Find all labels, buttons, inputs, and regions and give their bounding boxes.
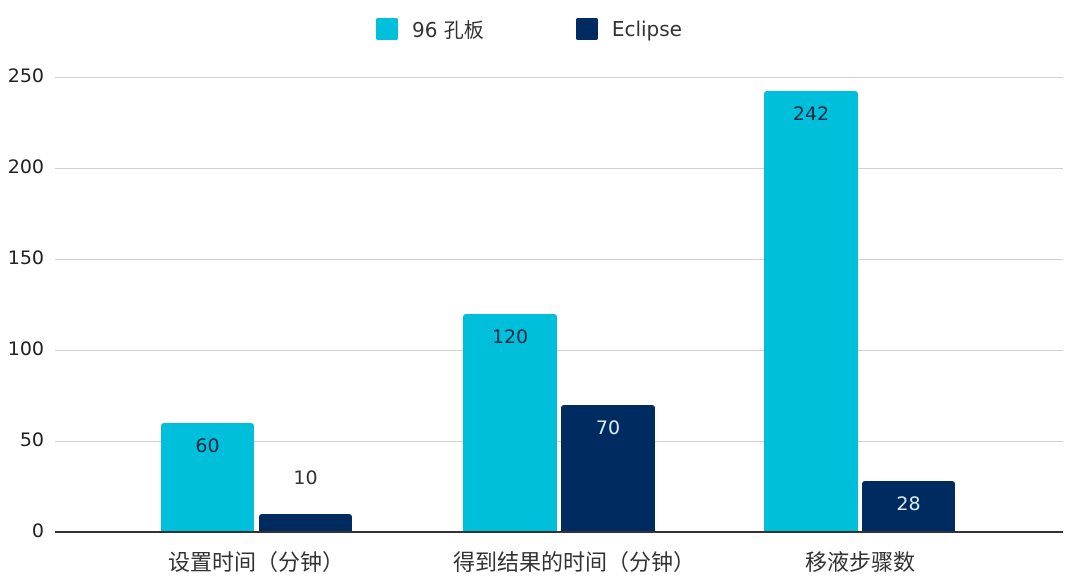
- bar-96-well-result-time[interactable]: 120: [463, 314, 557, 532]
- bar-eclipse-setup[interactable]: 10: [259, 467, 352, 532]
- x-label-result-time: 得到结果的时间（分钟）: [452, 551, 695, 576]
- bar-value-label: 60: [195, 435, 220, 457]
- legend-swatch-96-well: [376, 17, 398, 40]
- bar-96-well-setup[interactable]: 60: [161, 423, 254, 532]
- y-tick-250: 250: [7, 65, 44, 87]
- gridline-150: [55, 259, 1063, 260]
- legend-label: Eclipse: [611, 16, 682, 41]
- bar-value-label: 10: [293, 467, 318, 489]
- gridline-200: [55, 168, 1063, 169]
- y-tick-150: 150: [7, 247, 44, 269]
- bar-96-well-pipetting-steps[interactable]: 242: [764, 91, 858, 532]
- legend: 96 孔板 Eclipse: [376, 14, 774, 43]
- legend-item-eclipse[interactable]: Eclipse: [575, 16, 682, 41]
- bar-eclipse-pipetting-steps[interactable]: 28: [862, 481, 955, 532]
- bar-value-label: 70: [595, 417, 621, 439]
- bar-value-label: 120: [491, 326, 529, 348]
- bar-value-label: 28: [896, 493, 921, 515]
- gridline-100: [55, 350, 1063, 351]
- x-label-pipetting-steps: 移液步骤数: [804, 551, 915, 576]
- gridline-50: [55, 441, 1063, 442]
- legend-label: 96 孔板: [412, 18, 484, 42]
- legend-item-96-well[interactable]: 96 孔板: [376, 14, 484, 43]
- x-axis-line: [55, 531, 1063, 533]
- y-tick-0: 0: [31, 520, 44, 542]
- gridline-250: [55, 77, 1063, 78]
- x-label-setup-time: 设置时间（分钟）: [167, 551, 344, 576]
- legend-swatch-eclipse: [575, 17, 598, 40]
- y-tick-50: 50: [19, 429, 44, 451]
- bar-value-label: 242: [792, 103, 830, 125]
- y-tick-100: 100: [7, 338, 44, 360]
- y-tick-200: 200: [7, 156, 44, 178]
- bar-eclipse-result-time[interactable]: 70: [561, 405, 655, 532]
